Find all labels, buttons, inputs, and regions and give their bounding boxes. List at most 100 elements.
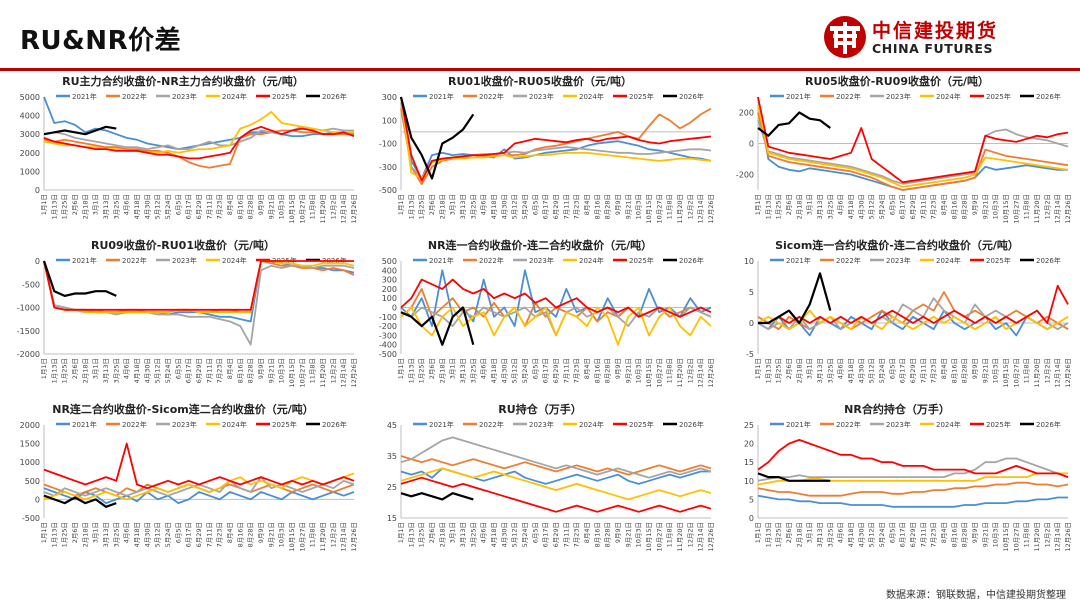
x-tick-label: 10月15日	[288, 522, 296, 552]
x-tick-label: 5月12日	[868, 358, 876, 383]
x-tick-label: 9月21日	[267, 194, 275, 219]
x-tick-label: 3月25日	[469, 522, 477, 547]
y-tick-label: 1000	[20, 167, 40, 176]
x-tick-label: 7月11日	[562, 358, 570, 383]
legend-label: 2022年	[836, 256, 861, 265]
x-tick-label: 8月28日	[247, 358, 255, 383]
x-tick-label: 3月1日	[806, 358, 814, 379]
legend-label: 2026年	[679, 92, 704, 101]
x-tick-label: 2月6日	[785, 522, 793, 543]
x-tick-label: 10月3日	[992, 194, 1000, 219]
x-tick-label: 1月25日	[418, 358, 426, 383]
series-line-2026年	[757, 472, 831, 482]
x-tick-label: 1月13日	[50, 522, 58, 547]
x-tick-label: 6月5日	[888, 358, 896, 379]
legend-label: 2026年	[322, 92, 347, 101]
legend-label: 2023年	[886, 256, 911, 265]
legend-label: 2022年	[122, 256, 147, 265]
series-line-2023年	[757, 457, 1069, 482]
x-tick-label: 11月20日	[319, 194, 327, 224]
x-tick-label: 8月4日	[226, 358, 234, 379]
legend-label: 2026年	[1036, 256, 1061, 265]
series-line-2024年	[43, 260, 355, 314]
legend-label: 2024年	[222, 92, 247, 101]
legend-label: 2021年	[786, 92, 811, 101]
x-tick-label: 9月9日	[971, 358, 979, 379]
x-tick-label: 5月24日	[878, 194, 886, 219]
x-tick-label: 11月8日	[1023, 194, 1031, 219]
y-tick-label: 20	[744, 440, 754, 449]
y-tick-label: -400	[379, 341, 397, 350]
chart-title: NR连二合约收盘价-Sicom连二合约收盘价（元/吨）	[52, 402, 314, 416]
x-tick-label: 2月6日	[428, 194, 436, 215]
x-tick-label: 8月16日	[236, 194, 244, 219]
legend-label: 2021年	[786, 420, 811, 429]
x-tick-label: 1月1日	[754, 522, 762, 543]
y-tick-label: 2000	[20, 421, 40, 430]
x-tick-label: 10月3日	[278, 358, 286, 383]
series-line-2026年	[43, 125, 117, 136]
x-tick-label: 11月8日	[1023, 522, 1031, 547]
x-tick-label: 11月20日	[676, 194, 684, 224]
y-tick-label: 300	[382, 93, 397, 102]
x-tick-label: 6月5日	[174, 522, 182, 543]
x-tick-label: 4月18日	[847, 358, 855, 383]
x-tick-label: 10月3日	[635, 358, 643, 383]
legend-label: 2021年	[429, 420, 454, 429]
x-tick-label: 7月23日	[216, 358, 224, 383]
x-tick-label: 10月3日	[635, 522, 643, 547]
x-tick-label: 6月17日	[899, 522, 907, 547]
x-tick-label: 2月6日	[71, 522, 79, 543]
y-tick-label: 10	[744, 477, 754, 486]
chart-ru-nr-main-spread: RU主力合约收盘价-NR主力合约收盘价（元/吨） 2021年 2022年 2023年 2…	[4, 72, 362, 237]
x-tick-label: 10月27日	[1012, 358, 1020, 388]
series-line-2021年	[400, 96, 712, 180]
x-tick-label: 4月6日	[837, 522, 845, 543]
y-tick-label: 100	[382, 116, 397, 125]
x-tick-label: 2月18日	[438, 194, 446, 219]
x-tick-label: 9月21日	[981, 522, 989, 547]
legend-label: 2025年	[629, 92, 654, 101]
chart-title: RU主力合约收盘价-NR主力合约收盘价（元/吨）	[62, 74, 304, 88]
legend-label: 2022年	[122, 92, 147, 101]
x-tick-label: 6月5日	[888, 522, 896, 543]
series-line-2024年	[400, 96, 712, 180]
x-tick-label: 11月8日	[666, 358, 674, 383]
x-tick-label: 4月6日	[837, 194, 845, 215]
x-tick-label: 6月5日	[531, 358, 539, 379]
y-tick-label: 0	[35, 495, 40, 504]
x-tick-label: 3月13日	[459, 194, 467, 219]
y-tick-label: 5000	[20, 93, 40, 102]
legend-label: 2024年	[579, 256, 604, 265]
x-tick-label: 1月13日	[764, 358, 772, 383]
x-tick-label: 1月1日	[40, 194, 48, 215]
x-tick-label: 8月16日	[236, 358, 244, 383]
series-line-2024年	[43, 472, 355, 501]
series-line-2024年	[400, 467, 712, 501]
x-tick-label: 7月23日	[930, 194, 938, 219]
x-tick-label: 4月6日	[123, 358, 131, 379]
y-tick-label: -1500	[17, 327, 40, 336]
x-tick-label: 5月12日	[154, 358, 162, 383]
x-tick-label: 12月2日	[329, 194, 337, 219]
x-tick-label: 3月1日	[806, 194, 814, 215]
x-tick-label: 9月9日	[971, 194, 979, 215]
x-tick-label: 7月11日	[562, 522, 570, 547]
x-tick-label: 8月4日	[226, 522, 234, 543]
x-tick-label: 3月1日	[449, 522, 457, 543]
x-tick-label: 11月8日	[1023, 358, 1031, 383]
x-tick-label: 1月1日	[397, 358, 405, 379]
x-tick-label: 5月12日	[868, 194, 876, 219]
x-tick-label: 8月28日	[961, 358, 969, 383]
x-tick-label: 9月21日	[267, 522, 275, 547]
series-line-2026年	[757, 111, 831, 137]
chart-ru-open-interest: RU持仓（万手） 2021年 2022年 2023年 2024年 2025年 2026年 15…	[361, 400, 719, 565]
y-tick-label: 200	[382, 285, 397, 294]
legend-label: 2024年	[579, 92, 604, 101]
company-logo: 中信建投期货 CHINA FUTURES	[822, 14, 1072, 62]
x-tick-label: 12月14日	[697, 358, 705, 388]
series-line-2021年	[757, 494, 1068, 508]
x-tick-label: 10月15日	[645, 194, 653, 224]
x-tick-label: 2月6日	[71, 358, 79, 379]
x-tick-label: 8月28日	[604, 522, 612, 547]
